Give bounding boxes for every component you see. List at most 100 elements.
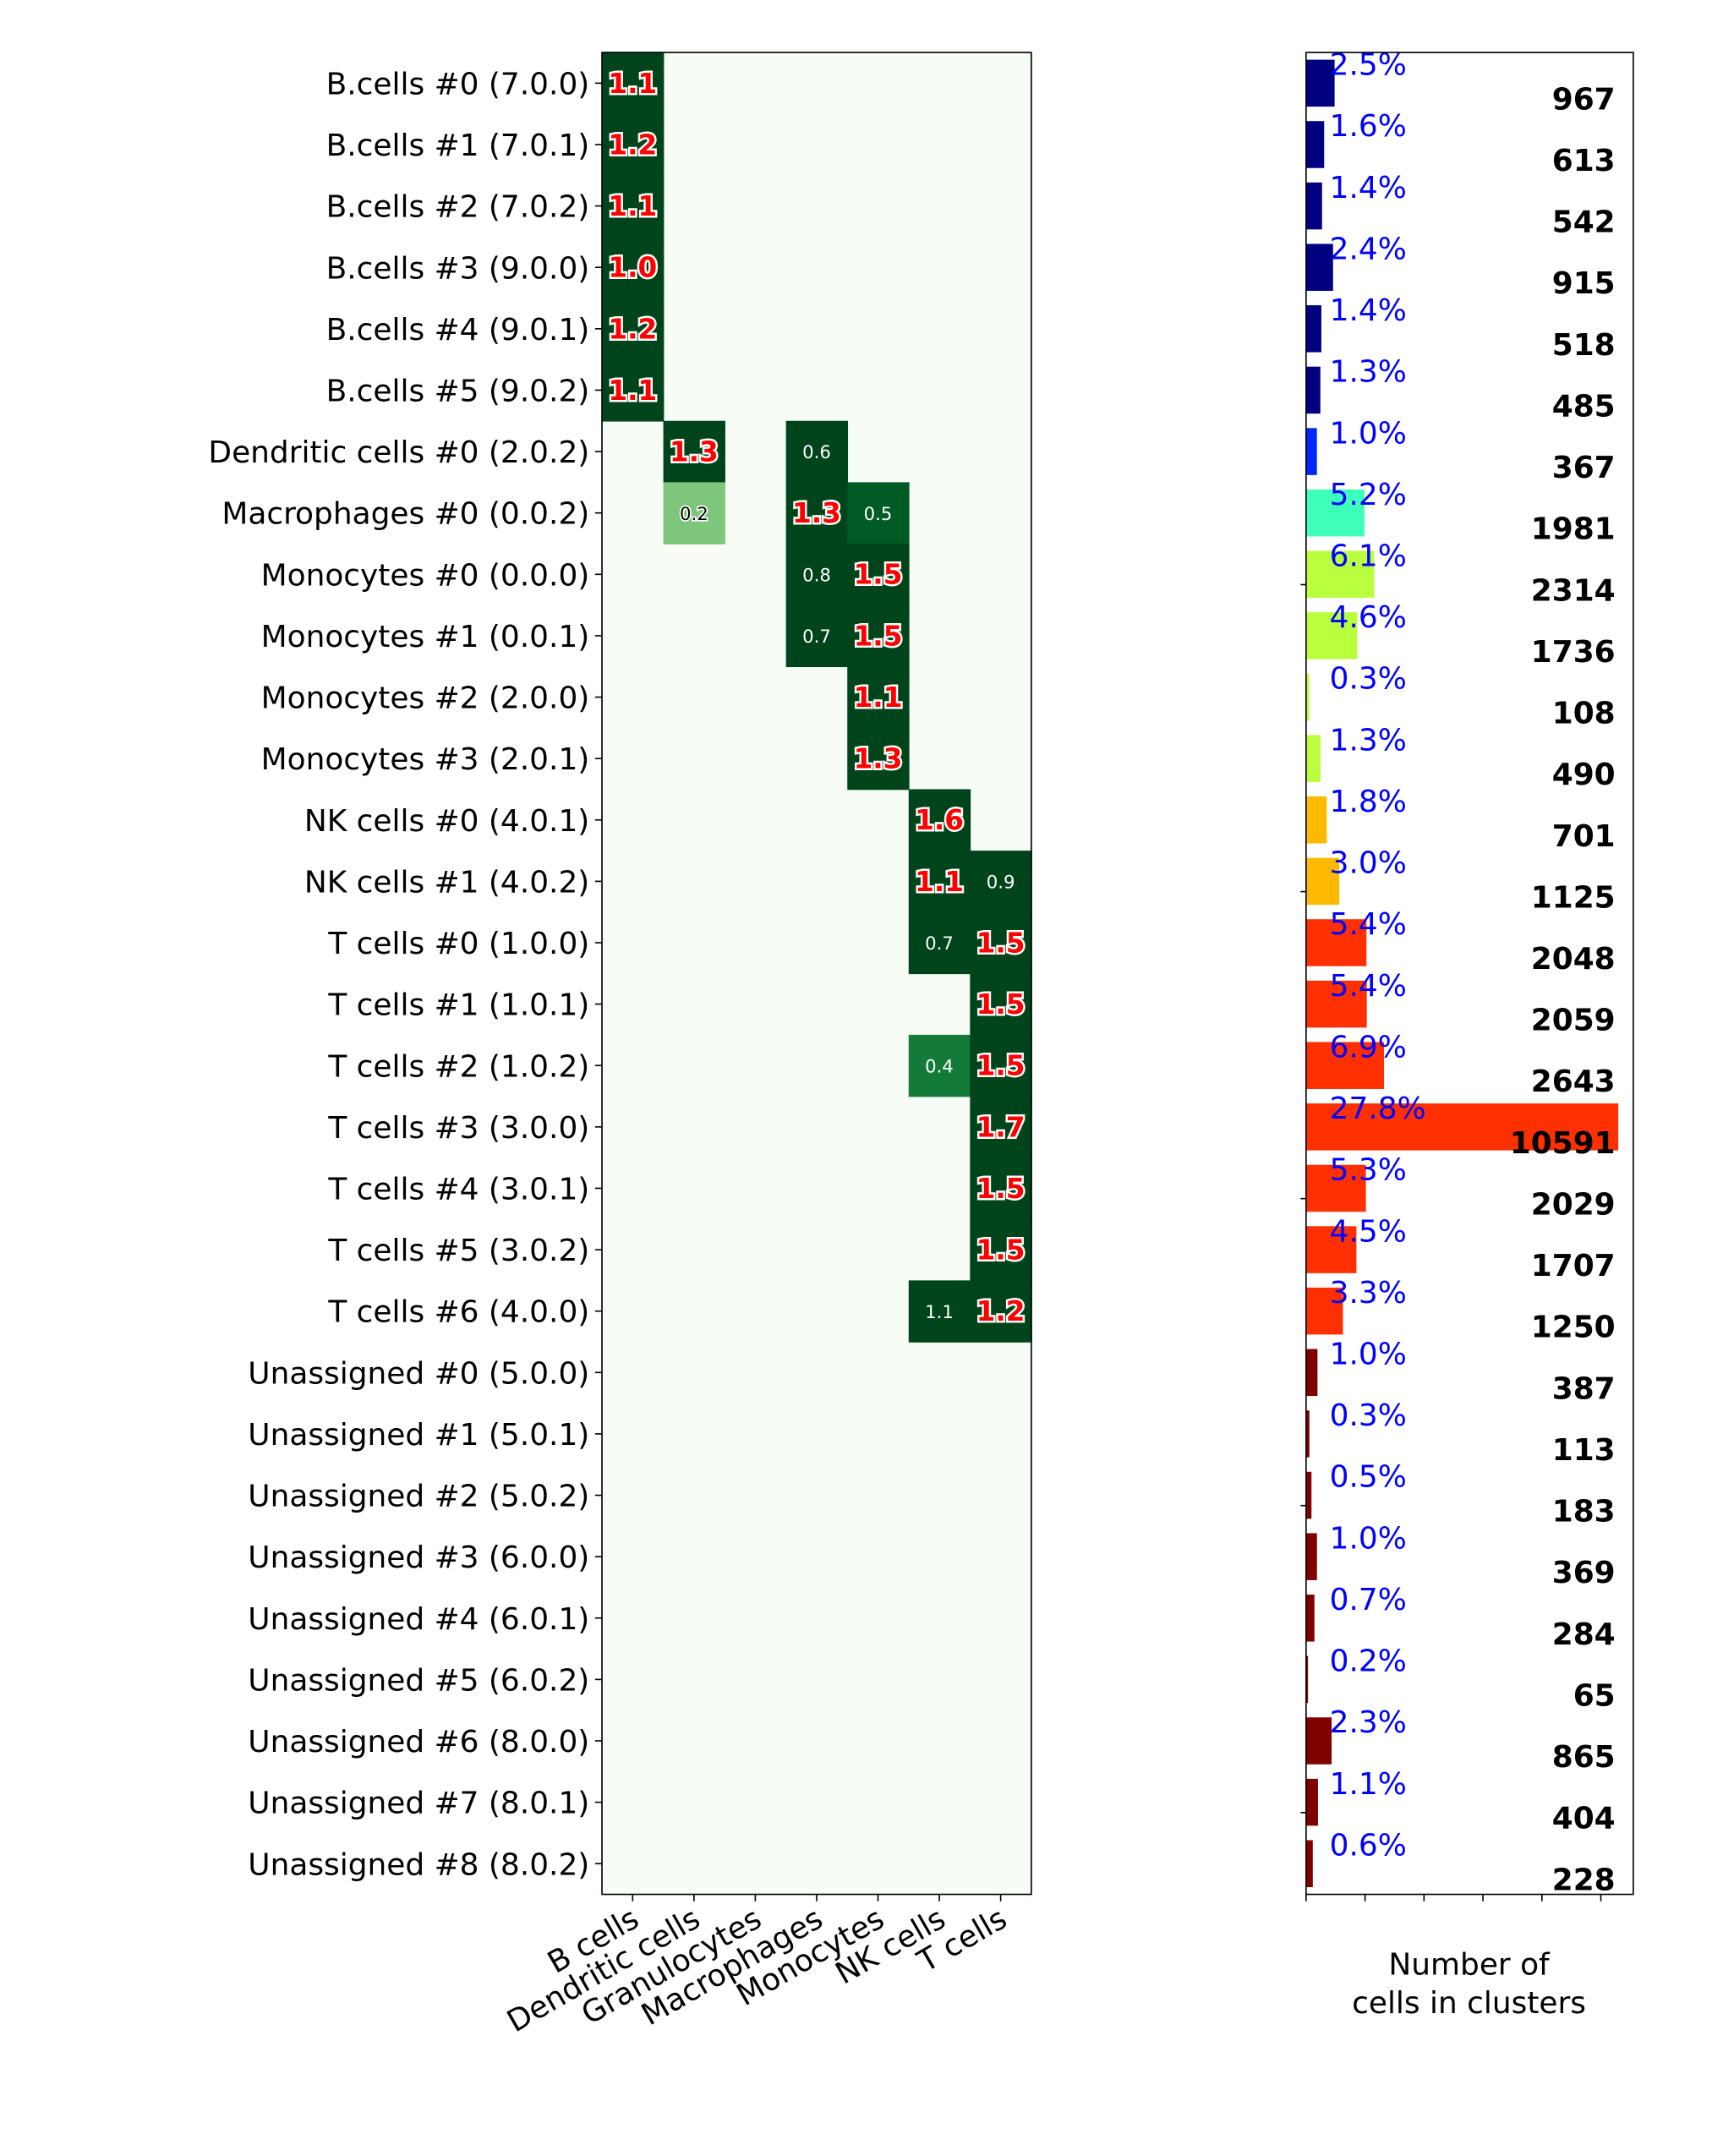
count-label: 2048: [1531, 942, 1616, 977]
percent-label: 5.3%: [1330, 1153, 1407, 1188]
bar: [1305, 980, 1367, 1028]
percent-label: 2.5%: [1330, 48, 1407, 83]
heatmap-cell: [785, 543, 849, 606]
bar: [1305, 1778, 1318, 1826]
percent-label: 6.9%: [1330, 1030, 1407, 1064]
percent-label: 5.4%: [1330, 907, 1407, 942]
bar: [1305, 796, 1327, 844]
count-label: 1707: [1531, 1249, 1616, 1283]
heatmap-cell-label: 1.2: [976, 1295, 1026, 1327]
bar: [1305, 673, 1310, 721]
heatmap-cell-label: 1.2: [608, 129, 657, 161]
row-label: B.cells #3 (9.0.0): [326, 251, 590, 286]
percent-label: 4.5%: [1330, 1214, 1407, 1249]
heatmap-cell-label: 0.4: [925, 1056, 954, 1077]
bar: [1305, 919, 1367, 966]
heatmap-cell: [847, 727, 910, 791]
row-label: B.cells #4 (9.0.1): [326, 313, 590, 347]
bar: [1305, 1533, 1317, 1580]
heatmap-cell: [602, 175, 665, 238]
heatmap-cell-label: 1.1: [854, 681, 903, 714]
row-label: Unassigned #8 (8.0.2): [248, 1847, 589, 1882]
heatmap-cell: [908, 1034, 971, 1097]
heatmap-cell-label: 1.5: [854, 559, 903, 591]
row-label: Unassigned #1 (5.0.1): [248, 1418, 589, 1453]
row-label: T cells #1 (1.0.1): [327, 988, 589, 1023]
row-label: B.cells #2 (7.0.2): [326, 190, 590, 225]
count-label: 2643: [1531, 1064, 1616, 1099]
heatmap-cell: [602, 236, 665, 299]
count-label: 367: [1552, 451, 1616, 485]
percent-label: 1.3%: [1330, 355, 1407, 390]
row-label: T cells #6 (4.0.0): [327, 1295, 589, 1330]
percent-label: 0.3%: [1330, 1398, 1407, 1433]
heatmap-cell-label: 1.1: [608, 68, 657, 100]
percent-label: 4.6%: [1330, 600, 1407, 635]
row-label: Unassigned #0 (5.0.0): [248, 1356, 589, 1391]
bar: [1305, 1840, 1313, 1887]
heatmap-cell: [908, 851, 971, 913]
row-label: T cells #0 (1.0.0): [327, 927, 589, 961]
heatmap-cell: [847, 605, 910, 668]
heatmap-cell-label: 1.5: [854, 620, 903, 652]
heatmap-cell: [908, 1280, 971, 1343]
heatmap-cell: [970, 1218, 1032, 1282]
percent-label: 1.1%: [1330, 1767, 1407, 1802]
heatmap-cell-label: 1.5: [976, 927, 1026, 959]
heatmap-cell-label: 1.5: [976, 988, 1026, 1021]
row-label: Unassigned #5 (6.0.2): [248, 1663, 589, 1698]
row-label: T cells #2 (1.0.2): [327, 1049, 589, 1084]
percent-label: 0.2%: [1330, 1644, 1407, 1679]
heatmap-cell: [785, 605, 849, 668]
percent-label: 3.0%: [1330, 846, 1407, 881]
bar: [1305, 1103, 1619, 1151]
bar: [1305, 550, 1375, 599]
heatmap-cell: [847, 543, 910, 606]
percent-label: 0.3%: [1330, 662, 1407, 697]
bar: [1305, 366, 1321, 414]
heatmap-cell-label: 1.0: [608, 252, 657, 284]
heatmap-cell-label: 0.2: [680, 504, 708, 525]
bar: [1305, 489, 1365, 537]
percent-label: 1.0%: [1330, 1338, 1407, 1372]
percent-label: 0.6%: [1330, 1828, 1407, 1863]
heatmap-cell-label: 1.5: [976, 1234, 1026, 1267]
heatmap-cell: [908, 911, 971, 975]
count-label: 404: [1552, 1802, 1616, 1836]
bar: [1305, 857, 1340, 906]
heatmap-cell: [602, 298, 665, 360]
heatmap-cell-label: 1.3: [670, 435, 719, 468]
bar: [1305, 1349, 1318, 1397]
count-label: 2059: [1531, 1004, 1616, 1038]
percent-label: 1.8%: [1330, 785, 1407, 819]
row-label: Monocytes #2 (2.0.0): [261, 681, 590, 716]
percent-label: 27.8%: [1330, 1092, 1426, 1126]
heatmap-cell: [970, 851, 1032, 913]
heatmap-cell: [970, 911, 1032, 975]
heatmap-cell-label: 1.1: [925, 1302, 954, 1323]
heatmap-cell: [602, 359, 665, 422]
heatmap-cell: [847, 666, 910, 729]
bar: [1305, 1595, 1315, 1642]
bar: [1305, 121, 1325, 168]
row-label: NK cells #1 (4.0.2): [304, 865, 589, 900]
heatmap-cell-label: 1.1: [608, 190, 657, 222]
row-label: Unassigned #6 (8.0.0): [248, 1725, 589, 1759]
bar: [1305, 1655, 1309, 1704]
bar: [1305, 1042, 1385, 1089]
heatmap-cell: [970, 1280, 1032, 1343]
count-label: 284: [1552, 1617, 1616, 1652]
heatmap-cell: [970, 1157, 1032, 1220]
count-label: 613: [1552, 144, 1616, 178]
bar: [1305, 1226, 1357, 1273]
row-label: Monocytes #0 (0.0.0): [261, 558, 590, 593]
heatmap-cell-label: 0.8: [802, 565, 831, 586]
count-label: 1125: [1531, 880, 1616, 915]
row-label: Unassigned #7 (8.0.1): [248, 1787, 589, 1821]
row-label: T cells #5 (3.0.2): [327, 1234, 589, 1268]
bar: [1305, 59, 1335, 107]
count-label: 65: [1573, 1678, 1616, 1713]
bar-xlabel-line2: cells in clusters: [1352, 1986, 1586, 2021]
bar: [1305, 1287, 1343, 1335]
